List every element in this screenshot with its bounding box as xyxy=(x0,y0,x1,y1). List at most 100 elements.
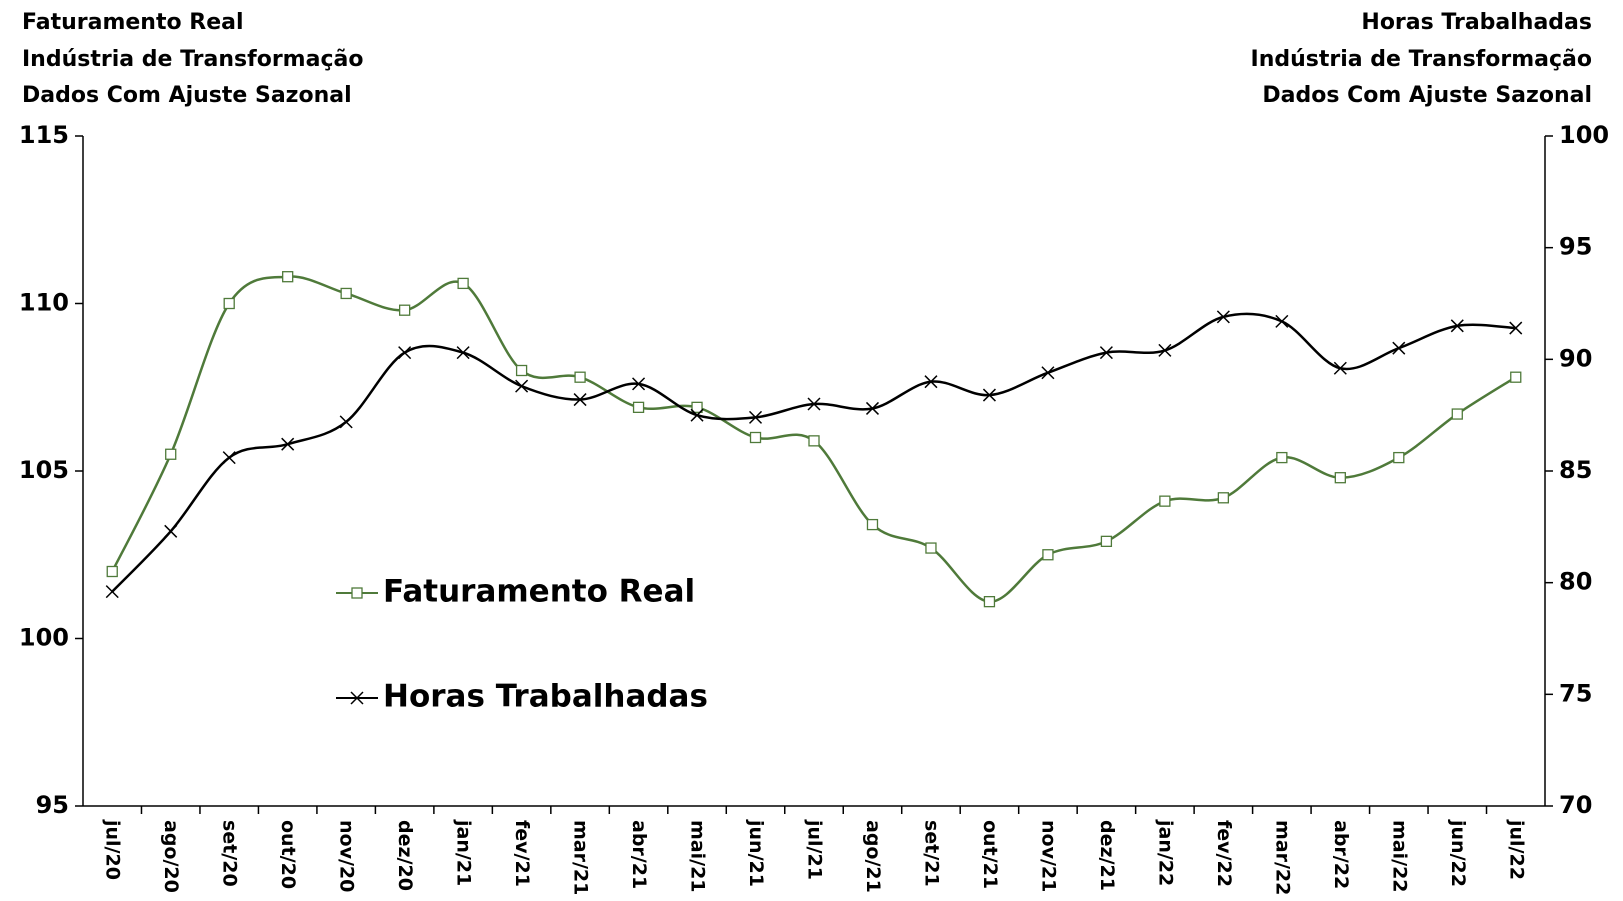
x-tick-label: jan/22 xyxy=(1154,819,1176,886)
marker xyxy=(223,297,235,310)
title-left: Dados Com Ajuste Sazonal xyxy=(22,83,352,108)
y2-tick-label: 70 xyxy=(1559,791,1592,819)
marker xyxy=(1159,495,1171,507)
x-tick-label: nov/21 xyxy=(1037,820,1059,892)
y2-tick-label: 95 xyxy=(1559,233,1592,261)
title-left: Indústria de Transformação xyxy=(22,47,363,72)
marker xyxy=(457,277,469,290)
marker xyxy=(164,524,178,538)
marker xyxy=(165,448,177,460)
marker xyxy=(456,346,470,360)
marker xyxy=(398,304,411,316)
marker xyxy=(1392,341,1406,355)
marker xyxy=(632,377,646,391)
marker xyxy=(1217,492,1230,504)
y-tick-label: 95 xyxy=(36,791,69,819)
x-tick-label: fev/22 xyxy=(1213,820,1235,887)
marker xyxy=(866,518,879,531)
x-tick-label: abr/22 xyxy=(1330,820,1352,889)
x-tick-label: jun/21 xyxy=(745,819,767,887)
marker xyxy=(515,364,528,377)
marker xyxy=(515,379,529,393)
marker xyxy=(1099,346,1113,360)
marker xyxy=(749,431,762,444)
marker xyxy=(808,435,820,447)
marker xyxy=(1450,319,1464,333)
y-tick-label: 115 xyxy=(19,121,69,149)
y2-tick-label: 80 xyxy=(1559,568,1592,596)
marker xyxy=(1275,314,1289,328)
y-tick-label: 110 xyxy=(19,289,69,317)
marker xyxy=(339,415,353,429)
marker xyxy=(106,565,118,578)
x-tick-label: jun/22 xyxy=(1447,819,1469,887)
legend-label: Horas Trabalhadas xyxy=(383,679,708,715)
marker xyxy=(690,408,704,422)
marker xyxy=(983,596,996,608)
y2-tick-label: 85 xyxy=(1559,456,1592,484)
marker xyxy=(1276,451,1288,464)
marker xyxy=(807,397,821,411)
x-tick-label: mai/21 xyxy=(687,820,709,893)
marker xyxy=(398,346,412,360)
x-tick-label: mar/22 xyxy=(1271,820,1293,895)
marker xyxy=(281,437,295,451)
x-tick-label: jul/20 xyxy=(102,819,124,880)
marker xyxy=(1042,549,1054,561)
marker xyxy=(340,287,352,300)
x-tick-label: dez/21 xyxy=(1096,820,1118,891)
x-tick-label: set/21 xyxy=(920,820,942,887)
marker xyxy=(1100,535,1113,547)
x-tick-label: ago/20 xyxy=(160,820,182,893)
marker xyxy=(573,393,587,407)
marker xyxy=(924,375,938,389)
marker xyxy=(748,410,763,424)
y2-tick-label: 90 xyxy=(1559,344,1592,372)
marker xyxy=(691,401,703,414)
marker xyxy=(865,401,880,415)
marker xyxy=(982,388,996,402)
series-line xyxy=(111,312,1516,593)
y-tick-label: 100 xyxy=(19,624,69,652)
title-left: Faturamento Real xyxy=(22,10,244,35)
y2-tick-label: 100 xyxy=(1559,121,1609,149)
y2-tick-label: 75 xyxy=(1559,679,1592,707)
x-tick-label: set/20 xyxy=(219,820,241,887)
x-tick-label: mar/21 xyxy=(570,820,592,895)
marker xyxy=(1216,310,1230,324)
marker xyxy=(925,542,937,554)
x-tick-label: nov/20 xyxy=(336,820,358,892)
marker xyxy=(105,585,119,599)
x-tick-label: jan/21 xyxy=(453,819,475,886)
title-right: Dados Com Ajuste Sazonal xyxy=(1262,83,1592,108)
marker xyxy=(282,271,294,283)
x-tick-label: jul/21 xyxy=(804,819,826,880)
marker xyxy=(1509,321,1523,335)
x-tick-label: abr/21 xyxy=(628,820,650,889)
marker xyxy=(574,371,586,383)
x-tick-label: out/21 xyxy=(979,820,1001,889)
x-tick-label: fev/21 xyxy=(511,820,533,887)
marker xyxy=(222,451,236,465)
marker xyxy=(1510,371,1522,383)
x-tick-label: dez/20 xyxy=(394,820,416,891)
title-right: Indústria de Transformação xyxy=(1251,47,1592,72)
marker xyxy=(1451,408,1463,420)
marker xyxy=(1041,366,1055,380)
legend-label: Faturamento Real xyxy=(383,574,695,610)
marker xyxy=(1158,343,1172,357)
series-line xyxy=(111,275,1517,603)
marker xyxy=(1393,451,1405,464)
y-tick-label: 105 xyxy=(19,456,69,484)
marker xyxy=(632,401,645,414)
marker xyxy=(1334,472,1346,484)
x-tick-label: mai/22 xyxy=(1388,820,1410,893)
x-tick-label: out/20 xyxy=(277,820,299,889)
title-right: Horas Trabalhadas xyxy=(1361,10,1592,35)
x-tick-label: jul/22 xyxy=(1505,819,1527,880)
marker xyxy=(350,691,364,705)
x-tick-label: ago/21 xyxy=(862,820,884,893)
marker xyxy=(1333,361,1347,375)
marker xyxy=(351,587,363,599)
